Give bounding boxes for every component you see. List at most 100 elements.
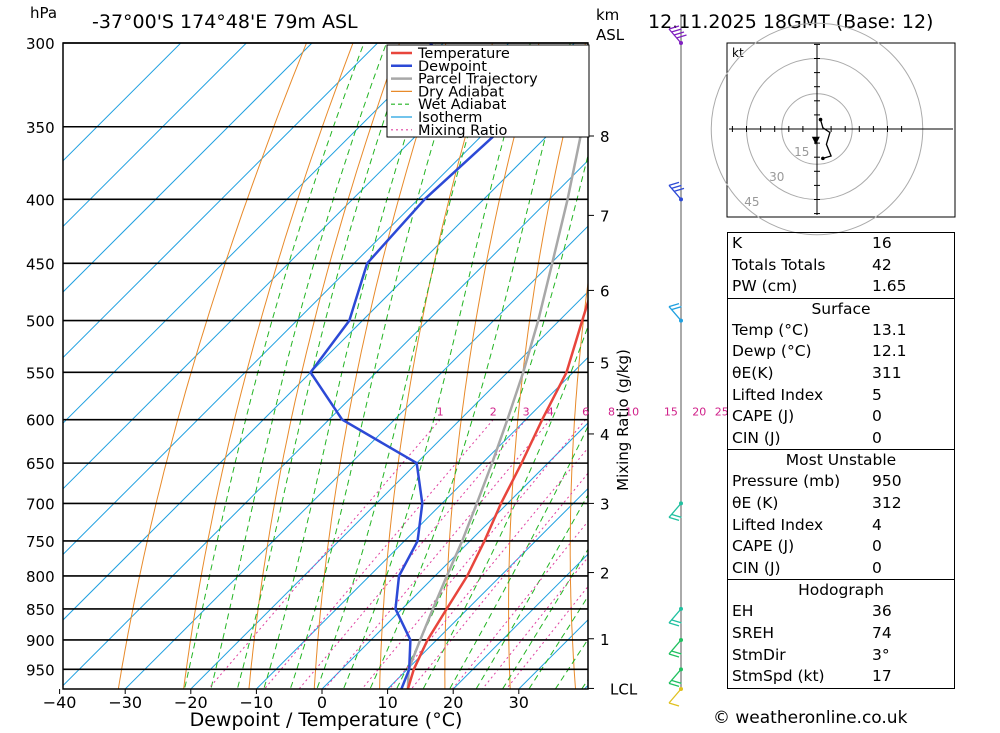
mixing-ratio-line xyxy=(361,419,586,689)
hodograph-start-dot xyxy=(818,117,823,122)
isotherm-line xyxy=(321,422,588,689)
stat-label: CIN (J) xyxy=(732,558,781,577)
hodograph: kt 15 30 45 xyxy=(710,22,956,236)
wet-adiabat-line xyxy=(449,425,588,689)
x-tick-label: −30 xyxy=(108,693,142,712)
copyright: © weatheronline.co.uk xyxy=(713,708,908,728)
stat-label: Lifted Index xyxy=(732,515,824,534)
wind-barb-flag xyxy=(668,181,680,186)
temperature-line xyxy=(406,297,588,689)
mixing-ratio-tick-label: 2 xyxy=(490,406,497,419)
stat-row: CIN (J) 0 xyxy=(728,428,954,450)
hodograph-trace xyxy=(819,119,832,160)
surface-section: Surface Temp (°C) 13.1 Dewp (°C) 12.1 θE(K) 3… xyxy=(728,297,954,450)
mixing-ratio-tick-label: 8 xyxy=(608,406,615,419)
stat-value: 42 xyxy=(872,255,892,274)
wind-barb-flag xyxy=(668,302,680,308)
wind-barb-flag xyxy=(676,34,687,39)
stat-value: 312 xyxy=(872,493,902,512)
stat-row: CIN (J) 0 xyxy=(728,558,954,580)
mixing-ratio-tick-label: 4 xyxy=(547,406,554,419)
stat-value: 5 xyxy=(872,385,882,404)
hodograph-ring-label: 15 xyxy=(794,145,809,159)
km-label: km xyxy=(596,6,619,24)
legend-label: Parcel Trajectory xyxy=(418,72,538,88)
hodograph-ring-label: 30 xyxy=(769,170,784,184)
stat-label: Dewp (°C) xyxy=(732,342,812,361)
stat-value: 74 xyxy=(872,623,892,642)
km-tick-label: 7 xyxy=(600,207,610,225)
mixing-ratio-tick-label: 25 xyxy=(715,406,729,419)
stat-value: 311 xyxy=(872,363,902,382)
wind-barb-shaft xyxy=(668,502,682,518)
stat-label: Pressure (mb) xyxy=(732,472,841,491)
mixing-ratio-tick-label: 3 xyxy=(523,406,530,419)
pressure-levels: 300 350 400 450 500 550 600 650 700 750 800 850 900 9… xyxy=(26,35,588,679)
stat-row: θE(K) 311 xyxy=(728,363,954,385)
legend-label: Wet Adiabat xyxy=(418,97,507,113)
wind-barb-flag xyxy=(671,184,682,189)
dewpoint-line xyxy=(309,43,506,689)
dry-adiabat-line xyxy=(183,43,354,689)
wind-barb-flag xyxy=(671,28,682,33)
isotherm-line xyxy=(63,43,182,162)
stat-value: 3° xyxy=(872,645,890,664)
wet-adiabat-line xyxy=(210,43,388,689)
wind-barb-flag xyxy=(668,653,680,658)
pressure-level-label: 850 xyxy=(26,601,55,619)
pressure-level-label: 550 xyxy=(26,364,55,382)
stat-row: SREH 74 xyxy=(728,623,954,645)
km-axis-ticks: 8 7 6 5 4 3 2 1 LCL xyxy=(588,128,638,698)
pressure-level-label: 400 xyxy=(26,191,55,209)
stat-label: θE (K) xyxy=(732,493,779,512)
hodograph-stats-section: Hodograph EH 36 SREH 74 StmDir 3° StmSpd (kt) 1… xyxy=(728,579,954,687)
wind-barb-flag xyxy=(673,31,685,36)
pressure-level-label: 950 xyxy=(26,661,55,679)
x-tick-label: −10 xyxy=(240,693,274,712)
mixing-ratio-tick-label: 15 xyxy=(664,406,678,419)
pressure-level-label: 300 xyxy=(26,35,55,53)
most-unstable-title: Most Unstable xyxy=(785,451,897,470)
stat-label: CAPE (J) xyxy=(732,537,795,556)
hodograph-stats-title: Hodograph xyxy=(798,581,884,600)
mixing-ratio-line xyxy=(388,447,588,689)
legend-label: Temperature xyxy=(417,46,510,62)
wind-barb-shaft xyxy=(668,668,682,684)
stat-label: SREH xyxy=(732,623,775,642)
isotherm-line xyxy=(255,356,588,689)
wet-adiabat-line xyxy=(289,43,465,689)
stat-label: Totals Totals xyxy=(732,255,826,274)
datetime-title: 12.11.2025 18GMT (Base: 12) xyxy=(648,11,933,33)
wind-barb-flag xyxy=(673,187,685,192)
stat-row: Lifted Index 5 xyxy=(728,385,954,407)
stat-value: 17 xyxy=(872,667,892,686)
stat-label: PW (cm) xyxy=(732,277,798,296)
stat-label: EH xyxy=(732,602,754,621)
pressure-level-label: 450 xyxy=(26,255,55,273)
surface-title: Surface xyxy=(811,299,871,318)
profiles xyxy=(309,43,588,689)
hodograph-end-dot xyxy=(821,156,825,161)
legend-label: Dry Adiabat xyxy=(418,84,504,100)
stat-row: Dewp (°C) 12.1 xyxy=(728,341,954,363)
pressure-level-label: 600 xyxy=(26,412,55,430)
stat-value: 0 xyxy=(872,558,882,577)
dry-adiabat-line xyxy=(688,43,725,697)
dry-adiabat-line xyxy=(630,43,679,697)
km-tick-label: 6 xyxy=(600,282,610,300)
wet-adiabat-line xyxy=(501,548,588,689)
isotherm-line xyxy=(386,487,588,689)
x-axis-title: Dewpoint / Temperature (°C) xyxy=(190,709,463,731)
stat-row: EH 36 xyxy=(728,601,954,623)
isotherm-line xyxy=(63,94,588,621)
x-tick-label: −20 xyxy=(174,693,208,712)
legend-label: Dewpoint xyxy=(418,59,487,75)
stat-label: Temp (°C) xyxy=(732,320,809,339)
mixing-ratio-tick-label: 10 xyxy=(625,406,639,419)
indices-section: K 16 Totals Totals 42 PW (cm) 1.65 xyxy=(728,233,954,298)
pressure-level-label: 500 xyxy=(26,313,55,331)
wind-barb-flag xyxy=(668,702,680,707)
wet-adiabat-line xyxy=(236,43,411,689)
x-tick-label: 0 xyxy=(317,693,327,712)
